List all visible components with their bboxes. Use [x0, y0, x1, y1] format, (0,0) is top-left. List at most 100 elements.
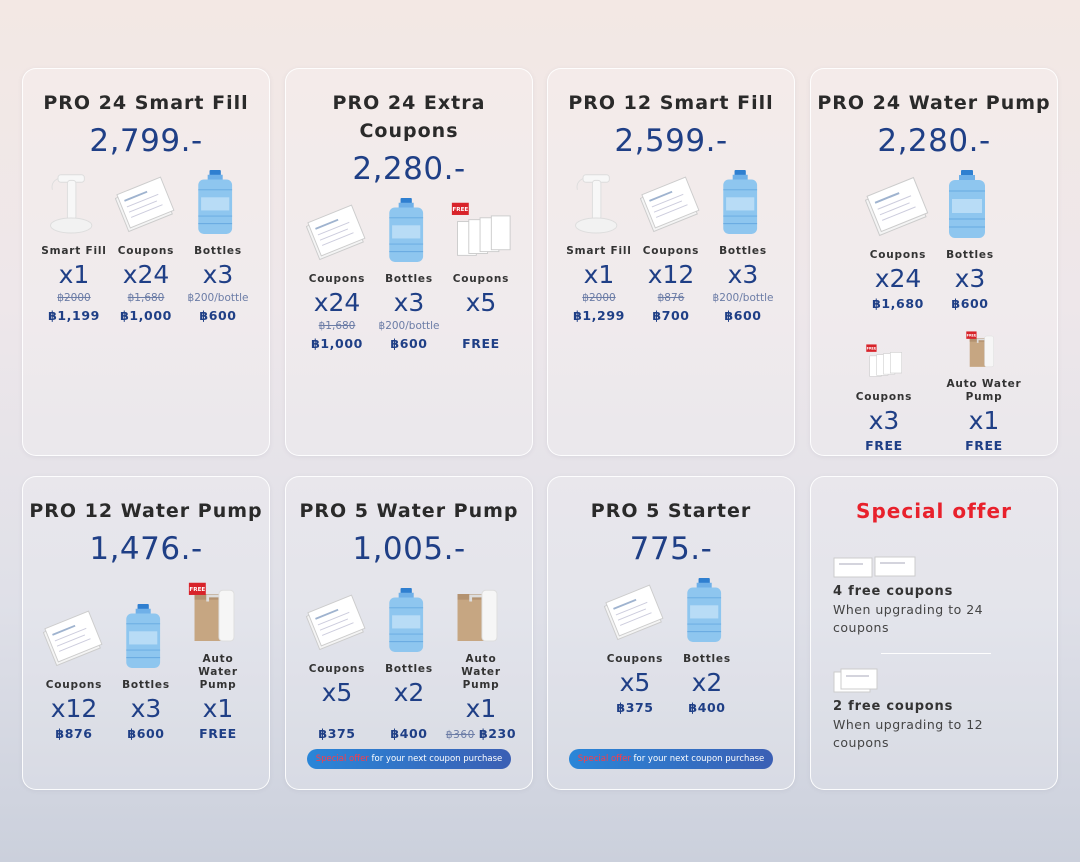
icon-shape — [734, 170, 746, 176]
offer-description: When upgrading to 24 coupons — [833, 602, 984, 635]
icon-shape — [469, 594, 482, 602]
icon-shape — [490, 215, 511, 251]
icon-shape — [51, 178, 59, 190]
special-offer-banner[interactable]: Special offer for your next coupon purch… — [569, 749, 773, 769]
offer-image — [833, 556, 916, 578]
free-tag: FREE — [867, 347, 877, 351]
item: Bottles x3 ฿200/bottle ฿600 — [373, 197, 445, 354]
item-quantity: x24 — [313, 288, 361, 317]
item: Coupons x5 ฿375 — [599, 577, 671, 718]
icon-shape — [984, 335, 994, 368]
free-tag: FREE — [967, 334, 977, 338]
offer: 4 free coupons When upgrading to 24 coup… — [811, 555, 1057, 637]
item-row: Coupons x12 ฿876 Bottles x3 ฿600 FREE Auto Wa… — [23, 577, 269, 744]
coupon-shape — [840, 668, 878, 690]
icon-shape — [690, 605, 719, 619]
item-label: Bottles — [385, 273, 433, 285]
item: Bottles x3 ฿600 — [934, 169, 1006, 314]
icon-shape — [115, 176, 175, 233]
banner-text: for your next coupon purchase — [371, 754, 503, 764]
icon-shape — [866, 176, 929, 233]
icon-shape — [44, 610, 103, 663]
item-quantity: x1 — [968, 406, 1000, 435]
coupon-shape — [833, 557, 873, 578]
item-image — [723, 170, 758, 234]
icon-shape — [617, 608, 647, 621]
icon-shape — [732, 174, 748, 181]
icon-shape — [218, 589, 235, 642]
icon-shape — [398, 202, 414, 209]
item: Coupons x5 ฿375 — [301, 587, 373, 744]
icon-shape — [877, 195, 912, 210]
item: Coupons x24 ฿1,680 — [862, 169, 934, 314]
item-label: Coupons — [642, 245, 700, 257]
card-price: 1,005.- — [352, 531, 466, 567]
card-price: 2,280.- — [877, 123, 991, 159]
item-quantity: x1 — [202, 694, 234, 723]
item-quantity: x12 — [50, 694, 98, 723]
item-price: ฿375 — [616, 700, 654, 715]
item-price: ฿375 — [318, 726, 356, 741]
item-image — [115, 176, 175, 233]
old-price: ฿876 — [657, 292, 685, 304]
item-quantity: x24 — [874, 264, 922, 293]
offer-title: 4 free coupons — [833, 584, 954, 599]
icon-shape — [866, 344, 877, 352]
item-row: Coupons x5 ฿375 Bottles x2 ฿400 Auto Water P… — [286, 577, 532, 744]
icon-shape — [576, 178, 584, 190]
icon-shape — [306, 204, 366, 261]
package-card: PRO 24 Water Pump 2,280.- Coupons x24 ฿1,68… — [810, 68, 1058, 456]
package-card: PRO 24 Smart Fill 2,799.- Smart Fill x1 ฿20… — [22, 68, 270, 456]
card-title: PRO 24 Extra Coupons — [332, 92, 486, 142]
icon-shape — [698, 578, 710, 584]
item-label: Coupons — [45, 679, 103, 691]
item-quantity: x3 — [393, 288, 425, 317]
item-image — [604, 584, 664, 641]
icon-shape — [321, 232, 354, 246]
package-card: PRO 24 Extra Coupons 2,280.- Coupons x24 ฿1… — [285, 68, 533, 456]
item: Smart Fill x1 ฿2000 ฿1,299 — [563, 169, 635, 326]
icon-shape — [615, 601, 648, 616]
item-price: ฿400 — [688, 700, 726, 715]
item-price: ฿600 — [951, 296, 989, 311]
package-card: PRO 5 Starter 775.- Coupons x5 ฿375 Bottles… — [547, 476, 795, 790]
item: Auto Water Pump x1 ฿360 ฿230 — [445, 577, 517, 744]
icon-shape — [653, 200, 683, 213]
icon-shape — [201, 197, 230, 211]
old-price: ฿360 — [445, 729, 475, 741]
icon-shape — [604, 584, 664, 641]
icon-shape — [392, 225, 421, 239]
item-label: Bottles — [719, 245, 767, 257]
card-title: PRO 12 Smart Fill — [568, 92, 774, 114]
offer-description: When upgrading to 12 coupons — [833, 717, 984, 750]
icon-shape — [619, 612, 652, 626]
icon-shape — [56, 634, 86, 647]
icon-shape — [137, 604, 149, 610]
icon-shape — [605, 584, 664, 637]
item-price: ฿1,299 — [573, 308, 625, 323]
item: Bottles x2 ฿400 — [373, 587, 445, 744]
icon-shape — [591, 179, 602, 221]
item-image — [50, 174, 93, 234]
unit-price: ฿200/bottle — [187, 292, 249, 304]
item: Bottles x3 ฿600 — [110, 603, 182, 744]
item-row: Coupons x24 ฿1,680 ฿1,000 Bottles x3 ฿200/bot… — [286, 197, 532, 354]
item-quantity: x3 — [130, 694, 162, 723]
banner-highlight: Special offer — [577, 754, 631, 764]
special-title: Special offer — [856, 499, 1012, 523]
offer-title: 2 free coupons — [833, 699, 954, 714]
unit-price: ฿200/bottle — [378, 320, 440, 332]
offer-image — [833, 668, 878, 693]
special-offer-banner[interactable]: Special offer for your next coupon purch… — [307, 749, 511, 769]
icon-shape — [952, 199, 982, 213]
item-image — [43, 610, 103, 667]
item-label: Auto Water Pump — [461, 653, 501, 691]
item-image — [306, 594, 366, 651]
icon-shape — [481, 589, 498, 642]
item-quantity: x3 — [727, 260, 759, 289]
item: Smart Fill x1 ฿2000 ฿1,199 — [38, 169, 110, 326]
item-label: Bottles — [122, 679, 170, 691]
old-price: ฿2000 — [582, 292, 616, 304]
package-card: PRO 5 Water Pump 1,005.- Coupons x5 ฿375 Bo… — [285, 476, 533, 790]
item-image — [865, 176, 929, 237]
